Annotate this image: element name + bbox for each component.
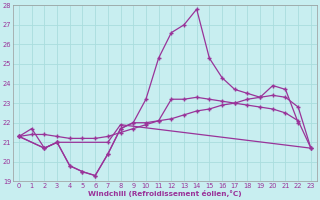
X-axis label: Windchill (Refroidissement éolien,°C): Windchill (Refroidissement éolien,°C) (88, 190, 242, 197)
